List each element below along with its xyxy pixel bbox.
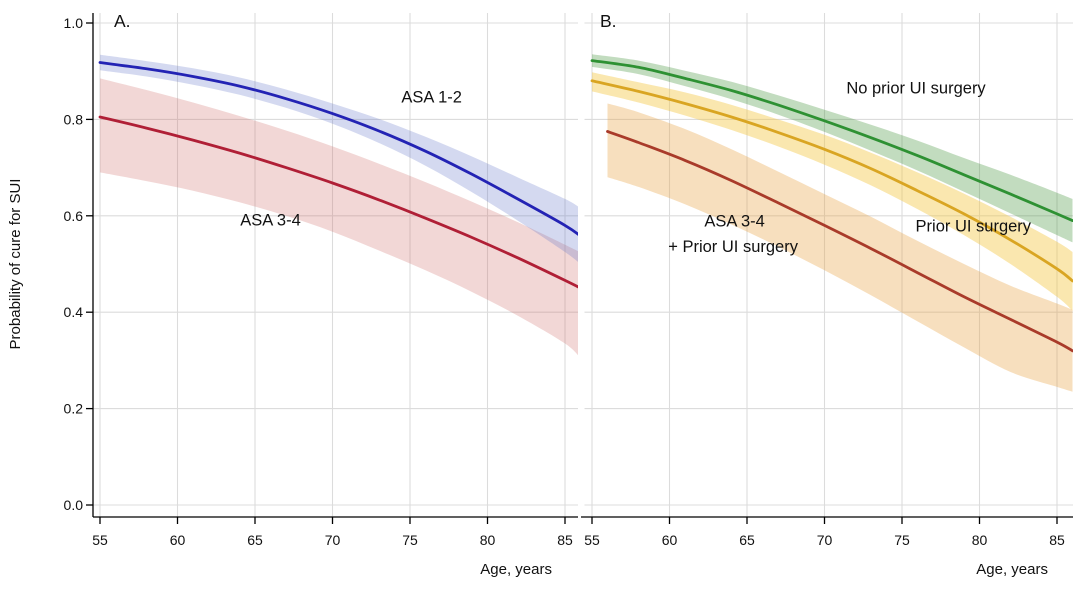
series-label-prior-ui-surgery: Prior UI surgery (916, 217, 1032, 235)
gridlines (93, 13, 578, 517)
y-axis-title: Probability of cure for SUI (7, 179, 24, 350)
x-axis-title-panel-a: Age, years (480, 561, 552, 578)
panel-b: 55 60 65 70 75 80 85 No prior UI surgery ASA 3-4… (581, 13, 1073, 548)
panel-label-a: A. (114, 11, 131, 31)
series-label-asa-3-4: ASA 3-4 (240, 212, 301, 230)
y-tick-label-0.8: 0.8 (64, 111, 84, 127)
y-tick-label-1.0: 1.0 (64, 15, 84, 31)
panel-a: 55 60 65 70 75 80 85 0.0 0.2 0.4 0.6 0.8 1.0 ASA 1-2 A… (64, 13, 578, 548)
plot-area (98, 54, 578, 356)
x-tick-label-65: 65 (739, 532, 755, 548)
y-tick-label-0.0: 0.0 (64, 497, 84, 513)
x-tick-label-85: 85 (557, 532, 573, 548)
x-tick-label-80: 80 (972, 532, 988, 548)
confidence-band-prior-ui-surgery (592, 72, 1073, 311)
series-line-asa-1-2 (98, 61, 578, 236)
series-label-prior-ui-surgery: + Prior UI surgery (668, 238, 798, 256)
series-label-asa-3-4: ASA 3-4 (704, 213, 765, 231)
series-line-asa-3-4-prior-ui-surgery (606, 130, 1073, 353)
series-label-asa-1-2: ASA 1-2 (401, 88, 462, 106)
confidence-band-asa-1-2 (100, 54, 578, 262)
x-axis-title-panel-b: Age, years (976, 561, 1048, 578)
x-tick-label-70: 70 (817, 532, 833, 548)
x-tick-label-75: 75 (894, 532, 910, 548)
axes (92, 13, 578, 518)
x-tick-label-75: 75 (402, 532, 418, 548)
series-line-asa-3-4 (98, 115, 578, 289)
x-tick-label-55: 55 (92, 532, 108, 548)
y-tick-label-0.2: 0.2 (64, 401, 84, 417)
x-tick-label-65: 65 (247, 532, 263, 548)
plot-area (590, 54, 1073, 392)
x-tick-label-70: 70 (325, 532, 341, 548)
y-tick-label-0.4: 0.4 (64, 304, 84, 320)
x-tick-label-80: 80 (480, 532, 496, 548)
series-line-prior-ui-surgery (590, 79, 1073, 283)
y-tick-label-0.6: 0.6 (64, 208, 84, 224)
x-tick-label-85: 85 (1049, 532, 1065, 548)
gridlines (584, 13, 1073, 517)
x-tick-label-55: 55 (584, 532, 600, 548)
generated-chart-layers: 55 60 65 70 75 80 85 0.0 0.2 0.4 0.6 0.8 1.0 ASA 1-2 A… (64, 13, 1073, 548)
series-line-no-prior-ui-surgery (590, 59, 1073, 222)
x-tick-label-60: 60 (662, 532, 678, 548)
series-label-no-prior-ui-surgery: No prior UI surgery (846, 80, 986, 98)
panel-label-b: B. (600, 11, 617, 31)
x-tick-label-60: 60 (170, 532, 186, 548)
confidence-band-no-prior-ui-surgery (592, 54, 1073, 243)
